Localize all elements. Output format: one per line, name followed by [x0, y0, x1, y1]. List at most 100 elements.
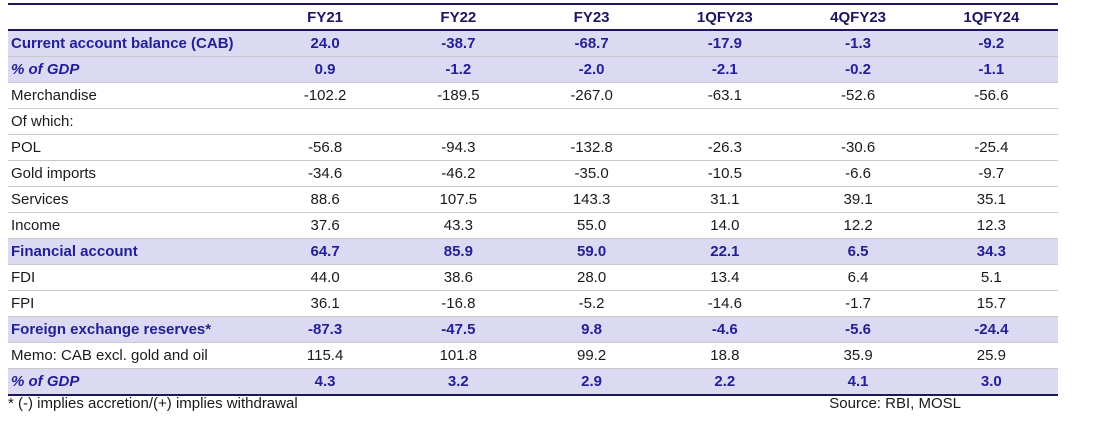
cell-value: 6.5 [847, 243, 869, 260]
cell-value: 59.0 [576, 243, 607, 260]
cell-value: 22.1 [710, 243, 740, 260]
table-row: FPI 36.1 -16.8 -5.2 -14.6 -1.7 15.7 [8, 291, 1058, 317]
cell-value: -4.6 [711, 321, 738, 338]
cell-value: -56.8 [307, 139, 343, 156]
cell-value: 4.3 [314, 373, 336, 390]
table-row: Services 88.6 107.5 143.3 31.1 39.1 35.1 [8, 187, 1058, 213]
cell-value: 101.8 [439, 347, 478, 364]
cell-value: -30.6 [840, 139, 876, 156]
cell-value: 44.0 [310, 269, 340, 286]
cell-value: 15.7 [976, 295, 1006, 312]
cell-value: 12.3 [976, 217, 1006, 234]
cell-value [258, 109, 391, 135]
cell-value: -47.5 [441, 321, 476, 338]
header-row: FY21 FY22 FY23 1QFY23 4QFY23 1QFY24 [8, 4, 1058, 30]
cell-value: 4.1 [847, 373, 869, 390]
cell-value: 107.5 [439, 191, 478, 208]
cell-value: 3.0 [980, 373, 1002, 390]
cell-value: -132.8 [570, 139, 613, 156]
cell-value: 31.1 [710, 191, 740, 208]
column-header: 1QFY23 [696, 8, 753, 26]
table-row: POL -56.8 -94.3 -132.8 -26.3 -30.6 -25.4 [8, 135, 1058, 161]
row-label: % of GDP [11, 373, 80, 390]
cell-value: 99.2 [576, 347, 607, 364]
table-header: FY21 FY22 FY23 1QFY23 4QFY23 1QFY24 [8, 4, 1058, 30]
table-row: Current account balance (CAB) 24.0 -38.7 -6… [8, 30, 1058, 57]
cell-value: -5.2 [578, 295, 605, 312]
row-label: Financial account [11, 243, 138, 260]
cell-value: -2.0 [578, 61, 605, 78]
cell-value [525, 109, 658, 135]
cell-value: 9.8 [581, 321, 603, 338]
row-label: POL [11, 139, 42, 156]
cell-value: -56.6 [974, 87, 1009, 104]
cell-value [791, 109, 924, 135]
cell-value: 24.0 [310, 35, 340, 52]
cell-value: -189.5 [437, 87, 480, 104]
cell-value: 6.4 [847, 269, 869, 286]
row-label: Of which: [11, 113, 74, 130]
cell-value: 0.9 [314, 61, 336, 78]
column-header: FY22 [440, 8, 477, 26]
cell-value: -26.3 [707, 139, 742, 156]
cell-value: -87.3 [307, 321, 343, 338]
cell-value: 13.4 [710, 269, 740, 286]
column-header: FY23 [573, 8, 610, 26]
cell-value: -38.7 [441, 35, 476, 52]
cell-value: -63.1 [707, 87, 742, 104]
cell-value: 64.7 [310, 243, 340, 260]
cell-value: 88.6 [310, 191, 340, 208]
cell-value: 143.3 [572, 191, 611, 208]
cell-value: 2.9 [581, 373, 603, 390]
cell-value: 12.2 [843, 217, 873, 234]
cell-value: -0.2 [845, 61, 872, 78]
cell-value: 85.9 [443, 243, 473, 260]
cell-value: -102.2 [303, 87, 347, 104]
cell-value: -1.3 [845, 35, 872, 52]
row-label: Merchandise [11, 87, 97, 104]
cell-value: 5.1 [980, 269, 1002, 286]
cell-value: -52.6 [840, 87, 876, 104]
cell-value: -267.0 [570, 87, 613, 104]
cell-value: 18.8 [710, 347, 740, 364]
cell-value: -35.0 [574, 165, 609, 182]
cell-value: 28.0 [576, 269, 607, 286]
row-label: Services [11, 191, 69, 208]
row-label: Income [11, 217, 61, 234]
row-label: FDI [11, 269, 36, 286]
table-footer: * (-) implies accretion/(+) implies with… [8, 395, 1058, 412]
cell-value: 35.9 [843, 347, 873, 364]
row-label: % of GDP [11, 61, 80, 78]
cell-value: -24.4 [974, 321, 1009, 338]
cell-value: -14.6 [707, 295, 742, 312]
cell-value: 38.6 [443, 269, 473, 286]
cell-value: 115.4 [306, 347, 344, 364]
row-label: FPI [11, 295, 35, 312]
cell-value [392, 109, 525, 135]
table-row: Of which: [8, 109, 1058, 135]
cell-value: -9.7 [978, 165, 1005, 182]
cell-value: -68.7 [574, 35, 609, 52]
cell-value: -10.5 [707, 165, 742, 182]
table-row: % of GDP 4.3 3.2 2.9 2.2 4.1 3.0 [8, 368, 1058, 395]
cell-value: 3.2 [447, 373, 469, 390]
cell-value: -5.6 [845, 321, 872, 338]
cell-value: 55.0 [576, 217, 607, 234]
source-text: Source: RBI, MOSL [829, 395, 961, 412]
table-row: Merchandise -102.2 -189.5 -267.0 -63.1 -52.6 -… [8, 83, 1058, 109]
cell-value: -1.7 [845, 295, 872, 312]
cell-value: 36.1 [310, 295, 340, 312]
external-balance-table: FY21 FY22 FY23 1QFY23 4QFY23 1QFY24 Current a… [8, 3, 1058, 396]
footnote-text: * (-) implies accretion/(+) implies with… [8, 395, 298, 412]
cell-value: -16.8 [441, 295, 476, 312]
column-header: FY21 [307, 8, 344, 26]
cell-value: -9.2 [978, 35, 1005, 52]
cell-value: -6.6 [845, 165, 872, 182]
cell-value: 35.1 [976, 191, 1006, 208]
table-row: Gold imports -34.6 -46.2 -35.0 -10.5 -6.6 -9.7 [8, 161, 1058, 187]
cell-value: 25.9 [976, 347, 1006, 364]
table-body: Current account balance (CAB) 24.0 -38.7 -6… [8, 30, 1058, 395]
cell-value: 2.2 [714, 373, 736, 390]
cell-value: 43.3 [443, 217, 473, 234]
